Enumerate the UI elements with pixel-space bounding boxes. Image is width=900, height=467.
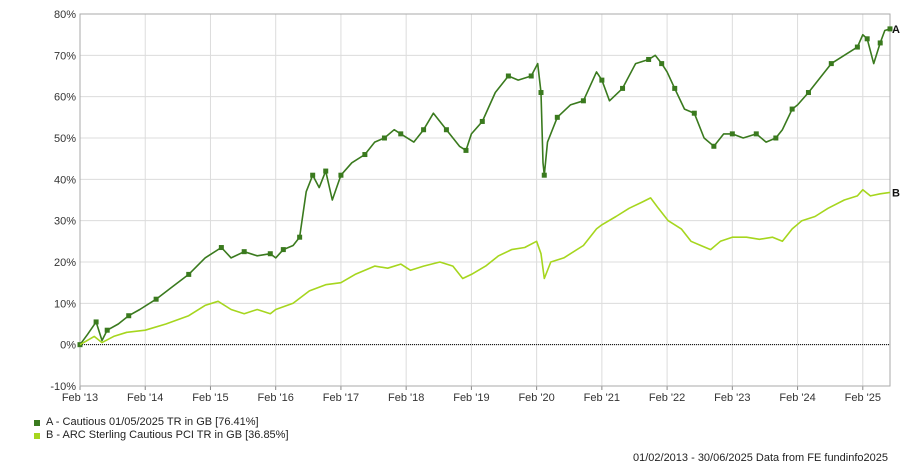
data-point-marker [323,168,329,174]
x-tick-label: Feb '24 [779,392,815,404]
x-tick-label: Feb '20 [518,392,554,404]
y-tick-label: 50% [54,133,76,145]
x-tick-label: Feb '25 [845,392,881,404]
y-tick-label: 10% [54,298,76,310]
data-point-marker [297,234,303,240]
axis-layer: -10% 0% 10% 20% 30% 40% 50% 60% 70% 80% Feb '13 Feb… [50,9,891,404]
data-point-marker [381,135,387,141]
series-line-b [79,188,891,346]
series-layer: AB [77,24,900,348]
legend-swatch-b [34,432,40,439]
x-tick-label: Feb '18 [388,392,424,404]
data-point-marker [538,90,544,96]
data-point-marker [153,296,159,302]
data-point-marker [505,73,511,79]
data-point-marker [528,73,534,79]
y-tick-label: 30% [54,216,76,228]
legend-swatch-a [34,419,40,426]
y-tick-label: 40% [54,174,76,186]
data-point-marker [599,77,605,83]
data-point-marker [463,147,469,153]
data-point-marker [887,26,893,32]
x-tick-label: Feb '17 [323,392,359,404]
x-tick-label: Feb '23 [714,392,750,404]
legend-label-a: A - Cautious 01/05/2025 TR in GB [76.41%… [46,416,259,428]
grid-layer [79,13,890,387]
legend: A - Cautious 01/05/2025 TR in GB [76.41%… [34,416,289,442]
data-point-marker [659,61,665,67]
data-point-marker [218,245,224,251]
series-end-label-b: B [892,187,900,199]
data-point-marker [580,98,586,104]
x-tick-label: Feb '15 [192,392,228,404]
y-tick-label: 60% [54,92,76,104]
y-tick-label: 0% [60,340,76,352]
data-point-marker [338,172,344,178]
data-point-marker [864,36,870,42]
data-point-marker [104,327,110,333]
data-point-marker [646,56,652,62]
data-point-marker [828,61,834,67]
data-point-marker [854,44,860,50]
data-point-marker [479,118,485,124]
legend-label-b: B - ARC Sterling Cautious PCI TR in GB [… [46,429,289,441]
data-point-marker [186,271,192,277]
plot-frame [79,13,891,387]
y-tick-label: 80% [54,9,76,21]
data-point-marker [310,172,316,178]
data-point-marker [541,172,547,178]
series-end-label-a: A [892,24,900,36]
data-point-marker [280,247,286,253]
data-point-marker [805,90,811,96]
series-line-a [79,28,891,346]
x-tick-label: Feb '14 [127,392,163,404]
y-tick-label: 20% [54,257,76,269]
y-tick-label: -10% [50,381,76,393]
data-point-marker [729,131,735,137]
legend-item-a: A - Cautious 01/05/2025 TR in GB [76.41%… [34,416,289,429]
x-tick-label: Feb '16 [258,392,294,404]
date-range-footer: 01/02/2013 - 30/06/2025 Data from FE fun… [632,452,888,464]
x-tick-label: Feb '21 [584,392,620,404]
x-tick-label: Feb '13 [62,392,98,404]
data-point-marker [773,135,779,141]
y-tick-label: 70% [54,50,76,62]
data-point-marker [362,152,368,158]
data-point-marker [443,127,449,133]
data-point-marker [877,40,883,46]
data-point-marker [398,131,404,137]
data-point-marker [241,249,247,255]
legend-item-b: B - ARC Sterling Cautious PCI TR in GB [… [34,429,289,442]
data-point-marker [672,85,678,91]
data-point-marker [421,127,427,133]
data-point-marker [126,313,132,319]
data-point-marker [554,114,560,120]
data-point-marker [789,106,795,112]
data-point-marker [691,110,697,116]
data-point-marker [711,143,717,149]
data-point-marker [620,85,626,91]
data-point-marker [267,251,273,257]
x-tick-label: Feb '22 [649,392,685,404]
data-point-marker [93,319,99,325]
x-tick-label: Feb '19 [453,392,489,404]
data-point-marker [753,131,759,137]
